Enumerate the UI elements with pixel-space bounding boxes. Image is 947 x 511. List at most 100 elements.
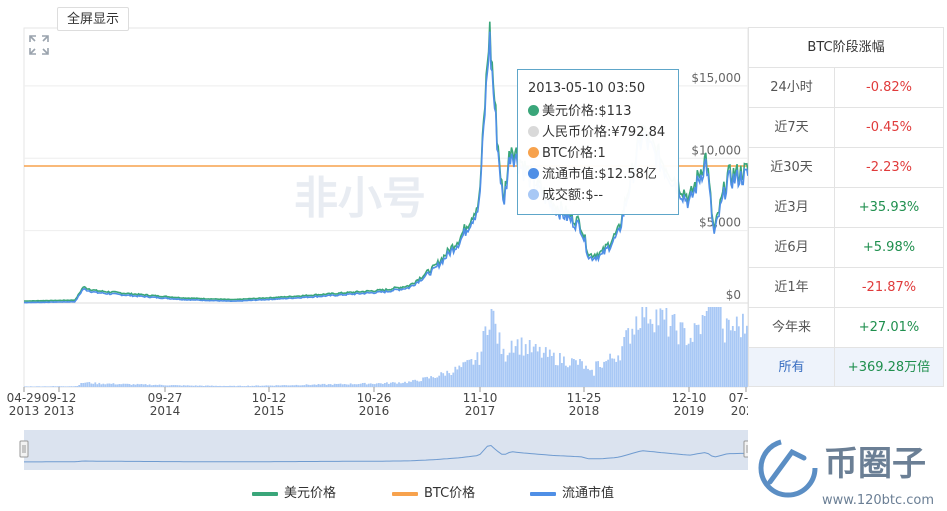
volume-bar: [150, 385, 153, 387]
volume-bar: [516, 339, 519, 387]
panel-row-24h[interactable]: 24小时 -0.82%: [748, 67, 944, 107]
volume-bar: [719, 307, 722, 387]
volume-bar: [496, 343, 499, 387]
volume-bar: [378, 383, 380, 387]
panel-row-3m[interactable]: 近3月 +35.93%: [748, 187, 944, 227]
volume-bar: [742, 313, 744, 387]
navigator-left-handle[interactable]: [19, 440, 29, 458]
volume-bar: [38, 386, 40, 387]
panel-row-6m[interactable]: 近6月 +5.98%: [748, 227, 944, 267]
panel-row-7d[interactable]: 近7天 -0.45%: [748, 107, 944, 147]
volume-bar: [681, 322, 684, 387]
volume-bar: [235, 386, 237, 387]
volume-bar: [641, 307, 644, 387]
volume-bar: [199, 385, 201, 387]
volume-bar: [164, 385, 167, 387]
volume-bar: [534, 344, 537, 387]
volume-bar: [683, 328, 686, 387]
volume-bar: [412, 380, 414, 387]
volume-bar: [178, 385, 181, 387]
volume-bar: [233, 385, 235, 387]
volume-bar: [494, 323, 497, 387]
y-tick-label: $0: [726, 288, 741, 302]
volume-bar: [160, 384, 163, 387]
volume-bar: [203, 386, 205, 387]
volume-bar: [548, 349, 551, 387]
volume-bar: [168, 385, 171, 387]
volume-bar: [556, 365, 559, 387]
usd-dot-icon: [528, 105, 539, 116]
volume-bar: [373, 384, 376, 387]
volume-bar: [603, 361, 605, 387]
volume-bar: [118, 384, 121, 387]
volume-bar: [506, 355, 509, 387]
legend-item-mcap[interactable]: 流通市值: [530, 486, 614, 504]
volume-bar: [591, 369, 593, 387]
volume-bar: [243, 386, 245, 387]
brand-watermark: 币圈子 www.120btc.com: [758, 438, 934, 508]
volume-bar: [655, 309, 658, 387]
volume-bar: [721, 328, 724, 387]
volume-bar: [70, 386, 73, 387]
volume-bar: [746, 325, 748, 387]
volume-bar: [735, 316, 738, 387]
legend-item-btc[interactable]: BTC价格: [392, 486, 475, 504]
volume-bar: [333, 383, 336, 387]
volume-bar: [729, 330, 732, 387]
volume-bar: [446, 370, 449, 387]
volume-bar: [524, 344, 527, 387]
panel-row-ytd[interactable]: 今年来 +27.01%: [748, 307, 944, 347]
volume-bar: [299, 385, 302, 387]
volume-bar: [42, 386, 44, 387]
volume-bar: [64, 386, 66, 387]
volume-bar: [528, 340, 531, 387]
volume-bar: [223, 385, 225, 387]
legend-item-usd[interactable]: 美元价格: [252, 486, 336, 504]
expand-arrows-icon[interactable]: [28, 34, 50, 56]
volume-bar: [311, 384, 314, 387]
volume-bar: [211, 385, 213, 387]
volume-bar: [396, 383, 398, 387]
volume-bar: [92, 383, 95, 387]
volume-bar: [703, 316, 706, 387]
panel-row-30d[interactable]: 近30天 -2.23%: [748, 147, 944, 187]
x-tick-label: 11-10: [463, 391, 498, 405]
volume-bar: [709, 307, 712, 387]
volume-bar: [627, 328, 630, 387]
volume-bar: [629, 343, 632, 387]
volume-bar: [438, 375, 441, 387]
volume-bar: [695, 325, 698, 387]
volume-bar: [579, 359, 581, 387]
volume-bar: [357, 384, 360, 387]
panel-row-1y[interactable]: 近1年 -21.87%: [748, 267, 944, 307]
volume-bar: [62, 386, 64, 387]
volume-bar: [124, 383, 127, 387]
volume-bar: [90, 383, 93, 387]
volume-bar: [420, 381, 422, 387]
volume-bar: [526, 354, 529, 387]
panel-row-all[interactable]: 所有 +369.28万倍: [748, 347, 944, 387]
volume-bar: [269, 385, 272, 387]
volume-bar: [98, 382, 101, 387]
volume-bar: [130, 384, 133, 387]
volume-bar: [687, 343, 690, 387]
volume-bar: [293, 385, 296, 387]
volume-bar: [414, 379, 416, 387]
volume-bar: [380, 383, 382, 387]
range-navigator[interactable]: [19, 430, 748, 470]
fullscreen-button[interactable]: 全屏显示: [57, 7, 130, 31]
volume-bar: [442, 373, 445, 387]
volume-bar: [717, 307, 720, 387]
volume-bar: [727, 319, 730, 387]
panel-title: BTC阶段涨幅: [748, 27, 944, 67]
x-tick-year: 2020: [731, 404, 748, 418]
volume-bar: [462, 362, 465, 387]
btc-dot-icon: [528, 147, 539, 158]
volume-bar: [544, 347, 547, 387]
volume-bar: [651, 323, 654, 387]
volume-bar: [221, 386, 223, 387]
y-axis: $0 $5,000 $10,000 $15,000: [691, 71, 741, 302]
volume-bar: [546, 356, 549, 387]
x-tick-year: 2016: [359, 404, 390, 418]
brand-logo-icon: [758, 438, 818, 498]
